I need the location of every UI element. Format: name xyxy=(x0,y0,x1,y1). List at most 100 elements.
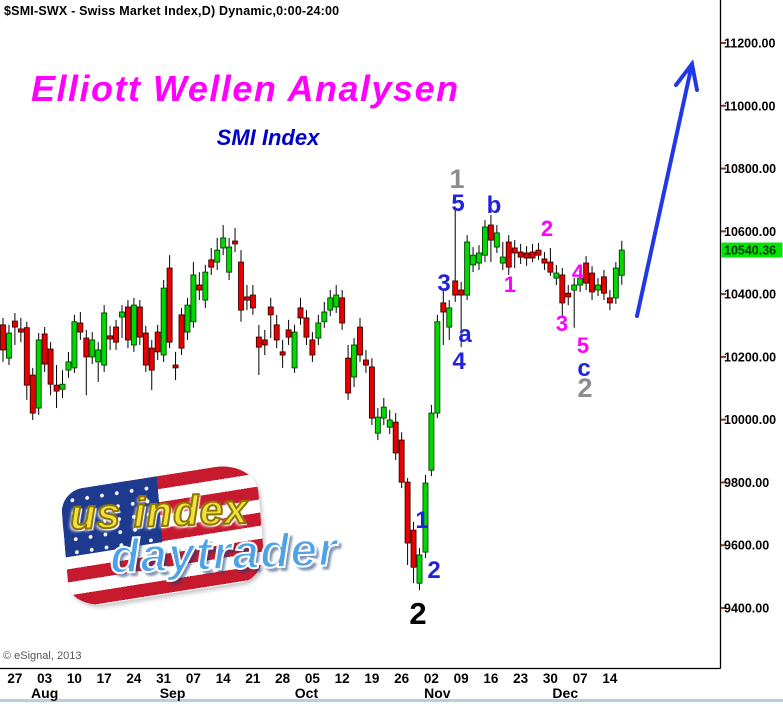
x-axis-label: 16 xyxy=(483,671,499,686)
candle-body xyxy=(386,419,393,428)
wave-label: 2 xyxy=(577,373,592,403)
x-axis-label: 26 xyxy=(394,671,410,686)
x-axis-label: 07 xyxy=(573,671,588,686)
candle-body xyxy=(470,254,476,266)
candle-body xyxy=(267,306,274,316)
candle-body xyxy=(148,347,155,371)
candle-body xyxy=(553,272,560,279)
candle-body xyxy=(208,259,215,268)
x-axis-label: 02 xyxy=(424,671,439,686)
wave-label: 5 xyxy=(451,190,464,217)
last-price-badge xyxy=(721,242,783,258)
candle-body xyxy=(142,332,149,366)
candle-body xyxy=(606,297,613,304)
candle-body xyxy=(214,249,221,263)
candle-body xyxy=(595,284,601,291)
candle-body xyxy=(184,304,191,333)
candle-body xyxy=(368,366,375,419)
y-axis-label: 11000.00 xyxy=(724,99,775,113)
y-axis-label: 10000.00 xyxy=(724,413,776,427)
wave-label: a xyxy=(458,321,472,348)
x-axis-label: 21 xyxy=(245,671,261,686)
wave-label: c xyxy=(577,355,590,382)
candle-body xyxy=(172,364,179,369)
candle-body xyxy=(333,294,340,308)
candle-body xyxy=(35,339,42,409)
candle-body xyxy=(238,261,244,311)
candle-body xyxy=(464,241,471,296)
month-label: Aug xyxy=(31,685,58,701)
x-axis-label: 27 xyxy=(7,671,22,686)
candle-body xyxy=(511,247,518,254)
x-axis-label: 24 xyxy=(126,671,142,686)
candle-body xyxy=(249,294,256,309)
candle-body xyxy=(535,249,542,256)
candle-body xyxy=(0,324,6,351)
month-label: Sep xyxy=(160,685,186,701)
esignal-watermark: © eSignal, 2013 xyxy=(3,650,82,662)
candle-body xyxy=(255,336,262,348)
candle-body xyxy=(166,267,173,343)
candle-body xyxy=(523,252,530,259)
y-axis-label: 11200.00 xyxy=(724,37,775,51)
candle-body xyxy=(571,284,578,291)
wave-label: 1 xyxy=(415,507,428,534)
candle-body xyxy=(339,297,346,324)
x-axis-label: 14 xyxy=(602,671,618,686)
candle-body xyxy=(261,339,268,346)
candle-body xyxy=(505,241,512,268)
y-axis-label: 10800.00 xyxy=(724,162,776,176)
candle-body xyxy=(113,326,120,343)
candle-body xyxy=(71,321,78,369)
candle-body xyxy=(29,374,36,414)
candle-body xyxy=(77,322,84,333)
y-axis-label: 10200.00 xyxy=(724,350,776,364)
window-bottom-edge xyxy=(0,699,783,702)
wave-label: 1 xyxy=(449,164,464,194)
candle-body xyxy=(583,262,590,284)
candle-body xyxy=(422,482,429,553)
last-price-value: 10540.36 xyxy=(724,244,776,258)
candle-body xyxy=(541,258,548,264)
candle-body xyxy=(232,240,239,245)
wave-label: 4 xyxy=(452,348,466,375)
candle-body xyxy=(279,351,286,356)
candle-body xyxy=(434,321,441,414)
candle-body xyxy=(124,306,131,341)
candle-body xyxy=(559,274,566,304)
candle-body xyxy=(303,317,310,338)
x-axis-label: 07 xyxy=(186,671,201,686)
x-axis-label: 10 xyxy=(67,671,82,686)
trend-arrow-head xyxy=(674,59,699,92)
candle-body xyxy=(589,272,595,293)
candle-body xyxy=(446,307,453,328)
candle-body xyxy=(565,292,572,298)
candle-body xyxy=(577,277,584,286)
candle-body xyxy=(226,246,233,273)
candle-body xyxy=(107,335,114,340)
candle-body xyxy=(202,271,209,301)
x-axis-label: 28 xyxy=(275,671,291,686)
candle-body xyxy=(345,357,352,394)
candle-body xyxy=(89,339,96,358)
candle-body xyxy=(374,416,381,434)
candle-body xyxy=(529,251,536,259)
wave-label: 1 xyxy=(504,272,516,297)
trend-arrow xyxy=(635,62,694,318)
candle-body xyxy=(11,320,18,328)
y-axis-label: 9800.00 xyxy=(724,476,769,490)
x-axis-label: 09 xyxy=(454,671,469,686)
candle-body xyxy=(41,333,48,365)
wave-label: 2 xyxy=(409,596,426,631)
candle-body xyxy=(53,384,60,392)
candle-body xyxy=(243,296,250,301)
candle-body xyxy=(83,337,90,358)
wave-label: 3 xyxy=(556,311,568,336)
wave-label: 3 xyxy=(437,270,450,297)
candle-body xyxy=(499,256,506,264)
wave-label: 5 xyxy=(577,333,589,358)
candle-body xyxy=(291,331,298,369)
candle-body xyxy=(476,252,482,264)
candle-body xyxy=(190,274,197,323)
